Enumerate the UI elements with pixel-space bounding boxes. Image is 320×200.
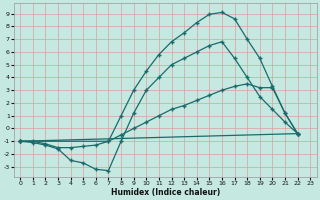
X-axis label: Humidex (Indice chaleur): Humidex (Indice chaleur) [111,188,220,197]
